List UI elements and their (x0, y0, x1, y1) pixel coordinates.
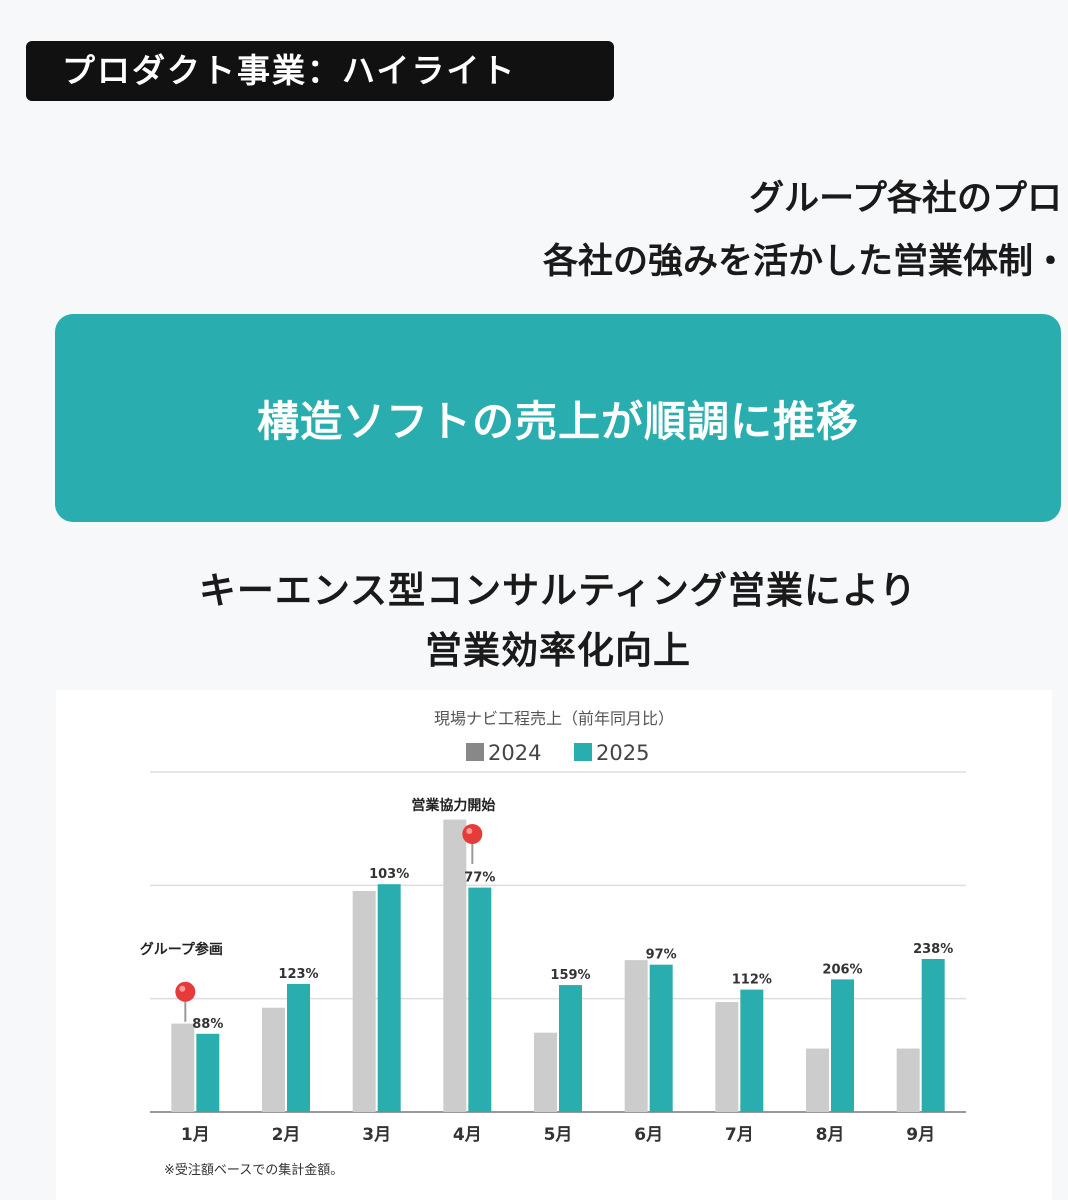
bar-2025-9 (921, 959, 945, 1112)
bar-2025-4 (468, 887, 492, 1112)
bar-2024-2 (262, 1007, 285, 1112)
bar-2025-8 (831, 979, 854, 1112)
bar-2024-8 (806, 1048, 829, 1112)
annotation-label: グループ参画 (140, 941, 223, 958)
highlight-banner-text: 構造ソフトの売上が順調に推移 (256, 396, 859, 446)
bar-2024-6 (624, 960, 648, 1112)
chart-x-axis: 1月 2月 3月 4月 5月 6月 7月 8月 9月 (181, 1125, 935, 1145)
bar-2025-1 (196, 1033, 220, 1112)
pin-highlight (466, 828, 473, 834)
data-label: 238% (913, 942, 953, 957)
data-label: 206% (822, 962, 862, 977)
bar-chart: 現場ナビ工程売上（前年同月比） 2024 2025 88% 123% 103% 77%… (140, 709, 966, 1178)
bar-2025-2 (287, 983, 310, 1112)
data-label: 159% (550, 968, 590, 983)
bar-2024-4 (443, 819, 467, 1112)
legend-swatch-2024 (466, 743, 484, 761)
bar-2025-5 (559, 985, 582, 1112)
bar-2024-9 (896, 1048, 920, 1112)
x-tick-label: 5月 (544, 1125, 573, 1145)
section-tag: プロダクト事業：ハイライト (26, 41, 614, 101)
chart-data-labels: 88% 123% 103% 77% 159% 97% 112% 206% 238% (192, 867, 953, 1032)
legend-label-2025: 2025 (596, 741, 649, 765)
x-tick-label: 4月 (453, 1125, 482, 1145)
bar-2025-7 (740, 989, 764, 1112)
chart-grid (150, 771, 966, 1113)
legend-swatch-2025 (574, 743, 592, 761)
bar-2024-1 (171, 1023, 195, 1112)
chart-bars (171, 819, 945, 1112)
bar-2024-5 (534, 1032, 557, 1112)
legend-label-2024: 2024 (488, 741, 541, 765)
annotation-label: 営業協力開始 (411, 797, 495, 814)
data-label: 77% (464, 871, 495, 886)
intro-line-2: 各社の強みを活かした営業体制・ (542, 242, 1068, 282)
chart-panel: 現場ナビ工程売上（前年同月比） 2024 2025 88% 123% 103% 77%… (56, 690, 1052, 1200)
pin-highlight (179, 985, 186, 992)
chart-legend: 2024 2025 (466, 741, 649, 765)
x-tick-label: 8月 (816, 1125, 845, 1145)
data-label: 123% (278, 967, 318, 982)
bar-2025-3 (377, 884, 401, 1112)
chart-annotations: グループ参画 営業協力開始 (140, 797, 495, 1022)
highlight-banner: 構造ソフトの売上が順調に推移 (55, 314, 1061, 522)
x-tick-label: 9月 (906, 1125, 935, 1145)
bar-2024-7 (715, 1002, 739, 1112)
data-label: 103% (369, 867, 409, 882)
intro-line-1: グループ各社のプロ (749, 179, 1062, 219)
x-tick-label: 2月 (272, 1125, 301, 1145)
x-tick-label: 7月 (725, 1125, 754, 1145)
data-label: 97% (646, 948, 677, 963)
data-label: 112% (732, 973, 772, 988)
x-tick-label: 3月 (362, 1125, 391, 1145)
bar-2024-3 (352, 891, 376, 1112)
subheading-line-2: 営業効率化向上 (425, 629, 691, 672)
x-tick-label: 1月 (181, 1125, 210, 1145)
pin-marker-icon (462, 824, 483, 844)
x-tick-label: 6月 (634, 1125, 663, 1145)
bar-2025-6 (649, 964, 673, 1112)
chart-footnote: ※受注額ベースでの集計金額。 (164, 1162, 343, 1178)
data-label: 88% (192, 1017, 223, 1032)
chart-title: 現場ナビ工程売上（前年同月比） (434, 709, 674, 728)
pin-marker-icon (175, 981, 196, 1002)
subheading-line-1: キーエンス型コンサルティング営業により (198, 569, 918, 612)
